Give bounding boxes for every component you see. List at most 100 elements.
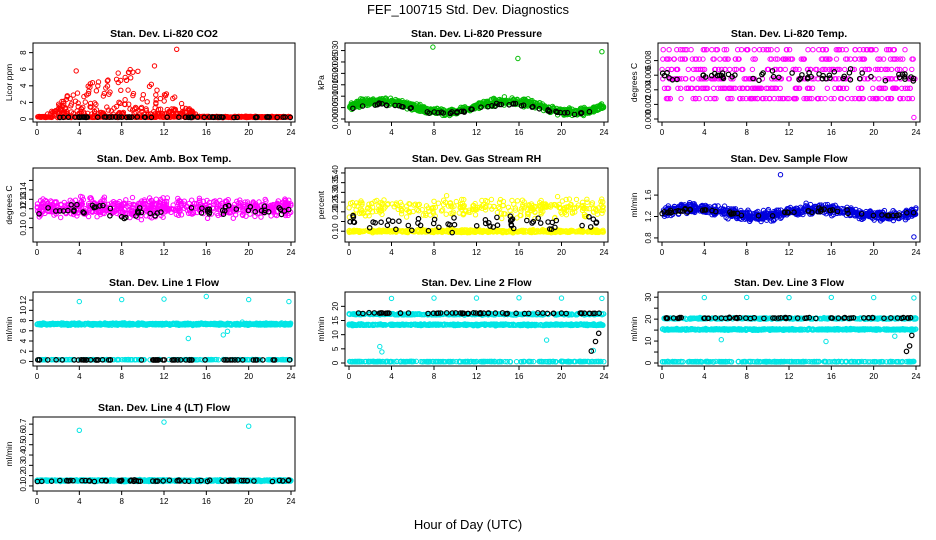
x-tick-label: 0 [35, 128, 40, 137]
panel-title: Stan. Dev. Gas Stream RH [412, 153, 541, 165]
data-point [477, 101, 483, 107]
series-spread [346, 193, 606, 222]
data-point [709, 47, 715, 53]
data-point [170, 95, 176, 102]
x-tick-label: 0 [347, 128, 352, 137]
data-point [453, 198, 459, 205]
x-tick-label: 4 [702, 248, 707, 257]
data-point [138, 104, 145, 111]
data-point [115, 70, 121, 76]
y-tick-label: 1.6 [644, 189, 653, 201]
y-tick-label: 0.10 [19, 219, 28, 235]
x-tick-label: 20 [244, 128, 253, 137]
y-tick-label: 0.015 [331, 74, 340, 95]
data-point [95, 83, 101, 89]
y-tick-label: 2 [19, 348, 28, 353]
data-point [911, 114, 917, 121]
y-tick-label: 0.005 [331, 97, 340, 118]
data-point [128, 75, 134, 81]
data-point [389, 218, 396, 225]
data-point [498, 101, 505, 108]
data-point [59, 98, 65, 105]
data-point [179, 104, 186, 111]
data-point [82, 99, 89, 105]
plot-frame [657, 42, 921, 123]
data-point [535, 215, 542, 222]
data-point [95, 114, 101, 121]
data-point [83, 114, 89, 121]
data-point [126, 114, 133, 120]
data-point [234, 114, 240, 121]
data-point [876, 76, 882, 82]
series-all [659, 47, 918, 121]
data-point [58, 214, 64, 221]
data-point [867, 95, 873, 102]
data-point [426, 110, 433, 117]
data-point [104, 78, 111, 84]
data-point [346, 205, 352, 211]
data-point [88, 104, 94, 110]
data-point [56, 101, 62, 107]
data-point [155, 113, 161, 120]
panel-3: Stan. Dev. Li-820 Temp.0 4 8 12 16 20 240.0000… [629, 28, 921, 137]
data-point [87, 84, 93, 90]
data-point [60, 114, 67, 121]
data-point [384, 222, 391, 229]
data-point [164, 114, 171, 121]
x-tick-label: 0 [35, 372, 40, 381]
y-tick-label: 2 [19, 100, 28, 105]
y-tick-label: 4 [19, 338, 28, 343]
x-tick-label: 16 [827, 248, 836, 257]
data-point [76, 114, 82, 120]
data-point [685, 66, 691, 73]
data-point [494, 214, 500, 221]
data-point [93, 88, 100, 94]
data-point [105, 107, 112, 113]
data-point [113, 114, 119, 120]
data-point [53, 107, 59, 114]
data-point [87, 81, 94, 87]
data-point [132, 104, 139, 111]
x-tick-label: 8 [119, 372, 124, 381]
data-point [749, 66, 756, 73]
data-point [176, 114, 182, 121]
data-point [909, 95, 916, 102]
data-point [74, 90, 81, 96]
series-all [35, 46, 293, 121]
x-tick-label: 4 [389, 128, 394, 137]
data-point [512, 100, 519, 107]
x-tick-label: 4 [77, 248, 82, 257]
x-tick-label: 8 [119, 128, 124, 137]
y-axis-label: degrees C [629, 63, 639, 102]
data-point [63, 105, 69, 112]
data-point [95, 79, 102, 85]
x-tick-label: 8 [119, 248, 124, 257]
x-tick-label: 0 [35, 248, 40, 257]
data-point [688, 47, 694, 53]
x-tick-label: 16 [202, 128, 211, 137]
data-point [116, 99, 122, 106]
x-tick-label: 12 [472, 248, 481, 257]
panel-title: Stan. Dev. Amb. Box Temp. [97, 153, 232, 165]
data-point [65, 114, 72, 120]
data-point [666, 47, 672, 53]
y-tick-label: 0.010 [331, 86, 340, 107]
data-point [810, 47, 816, 53]
x-tick-label: 12 [785, 248, 794, 257]
y-tick-label: 8 [19, 50, 28, 55]
data-point [717, 56, 723, 62]
data-point [494, 222, 501, 229]
data-point [73, 68, 79, 74]
data-point [162, 92, 169, 99]
data-point [831, 95, 837, 102]
x-tick-label: 20 [244, 248, 253, 257]
x-tick-label: 12 [785, 128, 794, 137]
x-tick-label: 0 [660, 128, 665, 137]
data-point [415, 215, 422, 222]
y-axis-label: Licor ppm [4, 64, 14, 101]
data-point [171, 114, 177, 120]
data-point [72, 98, 79, 104]
data-point [129, 114, 135, 121]
data-point [135, 68, 141, 75]
